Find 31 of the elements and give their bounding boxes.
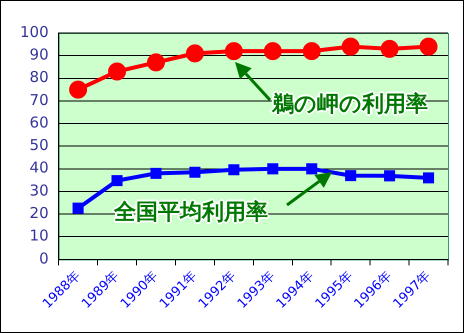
y-tick-label: 50 xyxy=(30,136,49,154)
y-tick-label: 60 xyxy=(30,113,49,132)
point xyxy=(267,163,278,174)
point xyxy=(189,166,200,178)
point xyxy=(69,80,88,99)
point xyxy=(342,38,360,56)
y-tick-label: 40 xyxy=(30,158,49,177)
point xyxy=(186,44,204,62)
y-tick-label: 30 xyxy=(30,181,49,200)
y-tick-label: 90 xyxy=(30,46,49,64)
y-tick-label: 100 xyxy=(20,22,49,41)
point xyxy=(224,42,243,60)
point xyxy=(420,38,438,56)
point xyxy=(384,170,396,182)
y-tick-label: 80 xyxy=(30,68,49,86)
y-tick-label: 10 xyxy=(30,226,49,245)
point xyxy=(72,202,84,214)
y-tick-label: 20 xyxy=(30,204,49,222)
point xyxy=(302,42,321,60)
point xyxy=(380,40,399,58)
point xyxy=(264,42,282,60)
point xyxy=(150,168,162,179)
point xyxy=(108,62,126,80)
point xyxy=(112,175,123,186)
y-tick-label: 70 xyxy=(30,90,49,109)
point xyxy=(228,164,240,176)
point xyxy=(345,170,356,182)
point xyxy=(422,172,434,184)
y-tick-label: 0 xyxy=(39,249,49,268)
point xyxy=(306,163,318,174)
point xyxy=(146,53,165,72)
